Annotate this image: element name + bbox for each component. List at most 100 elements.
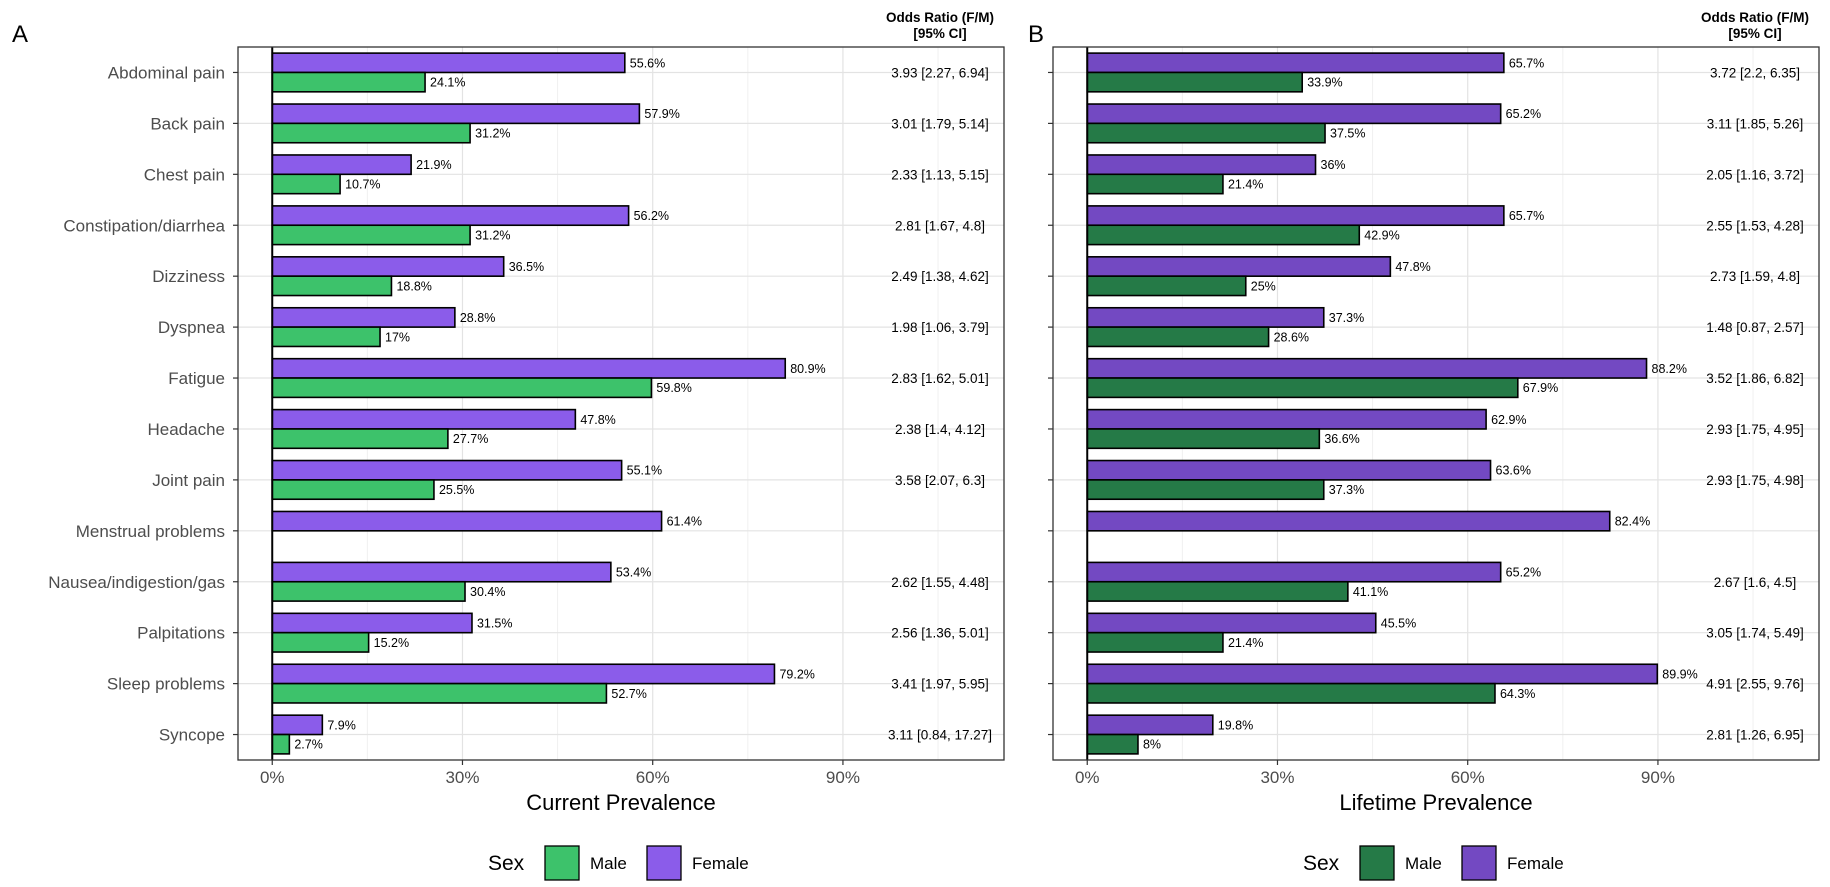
odds-ratio-7: 2.38 [1.4, 4.12] (895, 422, 985, 437)
odds-ratio-3: 2.55 [1.53, 4.28] (1706, 218, 1804, 233)
bar-male-3 (1086, 224, 1361, 246)
category-label-1: Back pain (150, 114, 225, 133)
data-label-male-12: 52.7% (611, 687, 646, 701)
x-tick-label: 0% (1075, 768, 1100, 787)
data-label-female-12: 79.2% (779, 667, 814, 681)
odds-ratio-11: 3.05 [1.74, 5.49] (1706, 626, 1804, 641)
bar-female-4 (1086, 256, 1392, 277)
category-label-6: Fatigue (168, 369, 225, 388)
data-label-female-0: 65.7% (1509, 56, 1544, 70)
data-label-female-7: 62.9% (1491, 413, 1526, 427)
odds-ratio-0: 3.93 [2.27, 6.94] (891, 65, 989, 80)
legend-swatch-male (1359, 845, 1395, 881)
odds-ratio-header: Odds Ratio (F/M) (886, 10, 994, 25)
odds-ratio-11: 2.56 [1.36, 5.01] (891, 626, 989, 641)
x-tick-label: 90% (1641, 768, 1675, 787)
x-axis-title: Lifetime Prevalence (1339, 790, 1532, 815)
data-label-male-2: 10.7% (345, 177, 380, 191)
panel-border (237, 46, 1005, 761)
bar-male-7 (271, 428, 449, 450)
odds-ratio-6: 2.83 [1.62, 5.01] (891, 371, 989, 386)
bar-male-10 (1086, 580, 1349, 602)
data-label-male-13: 2.7% (294, 738, 323, 752)
odds-ratio-7: 2.93 [1.75, 4.95] (1706, 422, 1804, 437)
odds-ratio-12: 3.41 [1.97, 5.95] (891, 677, 989, 692)
legend-label-male: Male (590, 854, 627, 873)
panel-label: A (12, 21, 28, 48)
data-label-female-9: 82.4% (1615, 515, 1650, 529)
bar-male-0 (271, 71, 426, 93)
category-label-9: Menstrual problems (76, 522, 225, 541)
data-label-male-4: 25% (1251, 279, 1276, 293)
bar-female-10 (1086, 561, 1502, 583)
chart-panel-b: 65.7% 33.9% 3.72 [2.2, 6.35] 65.2% 37.5% 3.11… (1028, 10, 1820, 881)
bar-male-4 (1086, 275, 1247, 297)
data-label-female-6: 80.9% (790, 362, 825, 376)
data-label-male-1: 37.5% (1330, 127, 1365, 141)
bar-female-9 (271, 510, 663, 532)
x-tick-label: 0% (260, 768, 285, 787)
legend-swatch-male (544, 845, 580, 881)
data-label-female-4: 36.5% (509, 260, 544, 274)
category-label-11: Palpitations (137, 624, 225, 643)
data-label-female-5: 28.8% (460, 311, 495, 325)
category-label-5: Dyspnea (158, 318, 226, 337)
data-label-male-6: 59.8% (656, 381, 691, 395)
bar-female-1 (271, 103, 641, 125)
bar-female-12 (1086, 663, 1659, 685)
bar-female-8 (1086, 459, 1492, 481)
data-label-male-11: 21.4% (1228, 636, 1263, 650)
data-label-male-6: 67.9% (1523, 381, 1558, 395)
odds-ratio-1: 3.11 [1.85, 5.26] (1707, 116, 1804, 131)
data-label-male-8: 25.5% (439, 483, 474, 497)
odds-ratio-header-ci: [95% CI] (913, 26, 966, 41)
legend: Sex Male Female (1303, 845, 1564, 881)
bar-female-6 (1086, 357, 1648, 379)
data-label-female-11: 45.5% (1381, 617, 1416, 631)
bar-female-3 (1086, 205, 1505, 227)
chart-panel-a: 55.6% 24.1% Abdominal pain 3.93 [2.27, 6.94… (12, 10, 1005, 881)
category-label-4: Dizziness (152, 267, 225, 286)
data-label-male-8: 37.3% (1329, 483, 1364, 497)
data-label-female-7: 47.8% (580, 413, 615, 427)
bar-male-0 (1086, 71, 1304, 93)
category-label-10: Nausea/indigestion/gas (48, 573, 225, 592)
category-label-8: Joint pain (152, 471, 225, 490)
bar-male-2 (271, 173, 341, 195)
bar-female-1 (1086, 103, 1502, 125)
odds-ratio-6: 3.52 [1.86, 6.82] (1706, 371, 1804, 386)
data-label-female-3: 56.2% (634, 209, 669, 223)
odds-ratio-header-ci: [95% CI] (1728, 26, 1781, 41)
data-label-female-12: 89.9% (1662, 667, 1697, 681)
x-tick-label: 60% (1451, 768, 1485, 787)
data-label-male-3: 42.9% (1364, 228, 1399, 242)
data-label-female-10: 65.2% (1506, 566, 1541, 580)
odds-ratio-4: 2.73 [1.59, 4.8] (1710, 269, 1800, 284)
odds-ratio-header: Odds Ratio (F/M) (1701, 10, 1809, 25)
legend-label-female: Female (1507, 854, 1564, 873)
bar-female-7 (1086, 408, 1487, 430)
bar-male-12 (271, 682, 608, 704)
legend-title: Sex (488, 852, 525, 875)
legend-title: Sex (1303, 852, 1340, 875)
odds-ratio-10: 2.62 [1.55, 4.48] (891, 575, 989, 590)
bar-female-12 (271, 663, 776, 685)
bar-male-5 (1086, 326, 1270, 348)
bar-male-11 (271, 631, 370, 653)
x-tick-label: 90% (826, 768, 860, 787)
legend-swatch-female (646, 845, 682, 881)
bar-male-13 (271, 733, 291, 755)
bar-female-13 (271, 714, 324, 736)
bar-male-4 (271, 275, 393, 297)
bar-female-4 (271, 256, 505, 277)
x-tick-label: 30% (445, 768, 479, 787)
bar-female-7 (271, 408, 577, 430)
category-label-3: Constipation/diarrhea (63, 216, 225, 235)
x-axis-title: Current Prevalence (526, 790, 716, 815)
bar-male-12 (1086, 682, 1496, 704)
data-label-female-5: 37.3% (1329, 311, 1364, 325)
odds-ratio-8: 2.93 [1.75, 4.98] (1706, 473, 1804, 488)
data-label-female-10: 53.4% (616, 566, 651, 580)
odds-ratio-4: 2.49 [1.38, 4.62] (891, 269, 989, 284)
category-label-13: Syncope (159, 726, 225, 745)
